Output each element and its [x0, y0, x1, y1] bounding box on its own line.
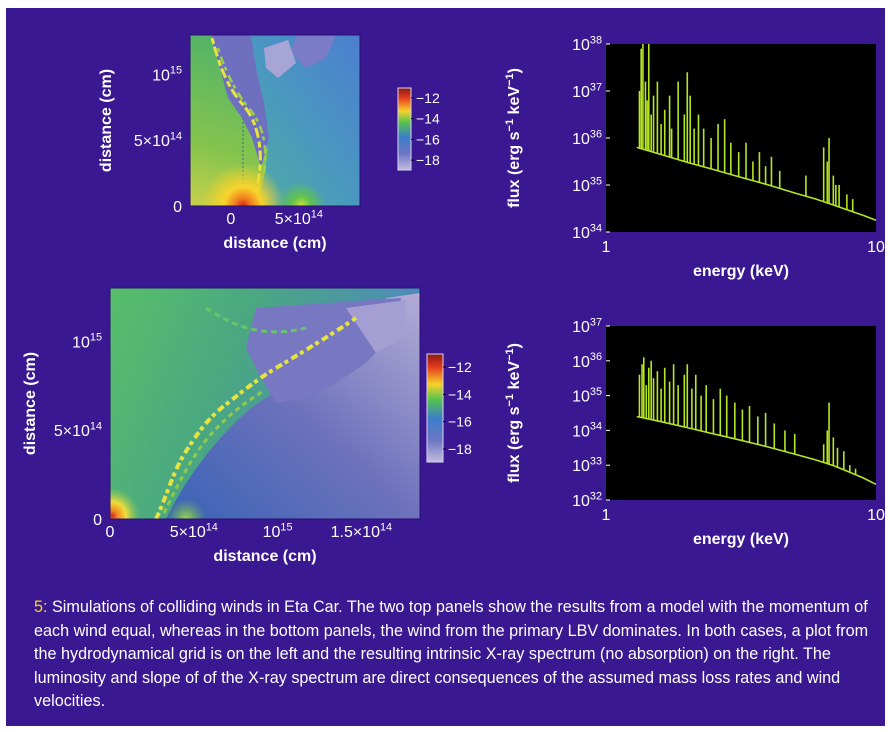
heatmap-top-ylabel: distance (cm)	[98, 69, 115, 172]
heatmap-bottom-y-tick-label-1: 5×1014	[54, 420, 102, 440]
heatmap-top-colorbar-label-3: −18	[416, 152, 440, 168]
spectrum-top-axes: 1034 1035 1036 1037 1038 1 10 energy (keV) flux …	[504, 34, 885, 280]
heatmap-top-frame	[189, 34, 361, 207]
heatmap-bottom-x-tick-label-3: 1.5×1014	[331, 521, 393, 541]
spectrum-top-y-tick-label-0: 1034	[572, 222, 602, 242]
spectrum-bottom-y-tick-label-0: 1032	[572, 490, 602, 510]
heatmap-top-colorbar-label-1: −14	[416, 111, 440, 127]
heatmap-top-image	[190, 35, 360, 206]
spectrum-bottom-y-tick-label-3: 1035	[572, 386, 602, 406]
spectrum-bottom-axes: 1032 1033 1034 1035 1036 1037 1 10 energy (keV) f…	[504, 316, 885, 548]
spectrum-top-x-tick-label-0: 1	[602, 239, 611, 256]
heatmap-bottom-colorbar-label-1: −14	[448, 386, 472, 402]
spectrum-top-y-tick-label-1: 1035	[572, 175, 602, 195]
heatmap-bottom-colorbar-label-3: −18	[448, 441, 472, 457]
spectrum-top-xlabel: energy (keV)	[693, 263, 789, 280]
heatmap-bottom-x-tick-label-2: 1015	[263, 521, 293, 541]
heatmap-bottom-colorbar	[426, 353, 444, 463]
heatmap-top-x-tick-label-1: 5×1014	[275, 208, 323, 228]
heatmap-bottom-x-tick-label-0: 0	[106, 524, 115, 541]
heatmap-bottom-y-tick-label-0: 0	[93, 512, 102, 529]
spectrum-bottom-xlabel: energy (keV)	[693, 531, 789, 548]
caption-text: Simulations of colliding winds in Eta Ca…	[34, 598, 869, 711]
heatmap-top-axes: 0 5×1014 0 5×1014 1015 distance (cm) distance …	[98, 34, 440, 252]
heatmap-bottom-y-tick-label-2: 1015	[72, 332, 102, 352]
heatmap-bottom-frame	[109, 287, 421, 520]
spectrum-top-ylabel: flux (erg s−1 keV−1)	[504, 68, 523, 208]
spectrum-top-y-tick-label-3: 1037	[572, 81, 602, 101]
spectrum-bottom-x-tick-label-1: 10	[867, 507, 885, 524]
heatmap-bottom-axes: 0 5×1014 1015 1.5×1014 0 5×1014 1015 distance (…	[22, 287, 472, 565]
spectrum-top-x-tick-label-1: 10	[867, 239, 885, 256]
figure-panel: 0 5×1014 0 5×1014 1015 distance (cm) distance …	[6, 8, 885, 726]
heatmap-top-colorbar-label-0: −12	[416, 90, 440, 106]
figure-svg: 0 5×1014 0 5×1014 1015 distance (cm) distance …	[22, 34, 885, 565]
caption-number: 5:	[34, 598, 48, 616]
spectrum-bottom-y-tick-label-1: 1033	[572, 455, 602, 475]
spectrum-bottom-y-tick-label-2: 1034	[572, 421, 602, 441]
heatmap-top-y-tick-label-2: 1015	[152, 65, 182, 85]
heatmap-top-x-tick-label-0: 0	[226, 211, 235, 228]
heatmap-bottom-image	[110, 288, 420, 519]
spectrum-top-y-tick-label-2: 1036	[572, 128, 602, 148]
heatmap-top-colorbar-label-2: −16	[416, 131, 440, 147]
spectrum-bottom-continuum	[636, 415, 877, 486]
heatmap-top-y-tick-label-0: 0	[173, 199, 182, 216]
heatmap-bottom-ylabel: distance (cm)	[22, 352, 39, 455]
heatmap-bottom-x-tick-label-1: 5×1014	[170, 521, 218, 541]
heatmap-bottom-xlabel: distance (cm)	[213, 548, 316, 565]
heatmap-top-colorbar	[397, 87, 412, 171]
spectrum-bottom-y-tick-label-5: 1037	[572, 316, 602, 336]
figure-caption: 5: Simulations of colliding winds in Eta…	[34, 596, 874, 714]
charts-layer: 0 5×1014 0 5×1014 1015 distance (cm) distance …	[22, 34, 885, 565]
spectrum-top-y-tick-label-4: 1038	[572, 34, 602, 54]
spectrum-bottom-y-tick-label-4: 1036	[572, 351, 602, 371]
heatmap-bottom-colorbar-label-2: −16	[448, 414, 472, 430]
heatmap-bottom-colorbar-label-0: −12	[448, 359, 472, 375]
heatmap-top-y-tick-label-1: 5×1014	[134, 131, 182, 151]
spectrum-bottom-x-tick-label-0: 1	[602, 507, 611, 524]
heatmap-top-xlabel: distance (cm)	[223, 235, 326, 252]
spectrum-bottom-ylabel: flux (erg s−1 keV−1)	[504, 343, 523, 483]
